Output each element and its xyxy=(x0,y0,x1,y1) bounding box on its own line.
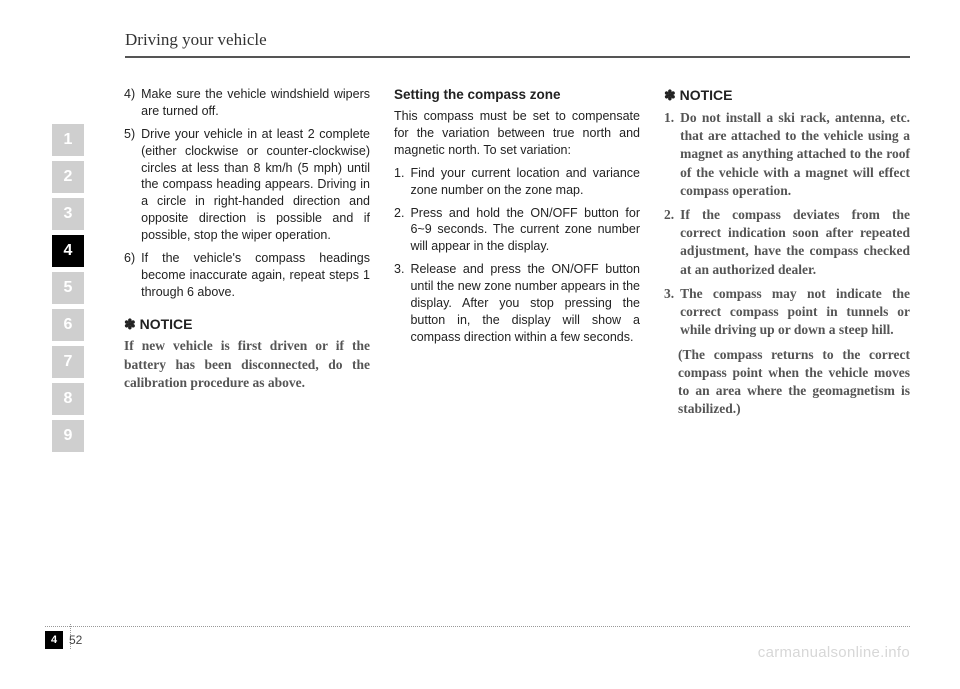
item-text: Drive your vehicle in at least 2 complet… xyxy=(141,126,370,244)
item-text: Find your current location and variance … xyxy=(410,165,640,199)
item-number: 2. xyxy=(394,205,404,256)
notice-paren: (The compass returns to the correct comp… xyxy=(664,346,910,419)
tab-7: 7 xyxy=(52,346,84,378)
tab-1: 1 xyxy=(52,124,84,156)
item-text: If the vehicle's compass headings become… xyxy=(141,250,370,301)
tab-6: 6 xyxy=(52,309,84,341)
chapter-tabs: 1 2 3 4 5 6 7 8 9 xyxy=(52,124,84,452)
subsection-heading: Setting the compass zone xyxy=(394,86,640,104)
item-text: Make sure the vehicle windshield wipers … xyxy=(141,86,370,120)
list-item: 6) If the vehicle's compass headings bec… xyxy=(124,250,370,301)
chapter-number: 4 xyxy=(45,631,63,649)
tab-9: 9 xyxy=(52,420,84,452)
list-item: 2. Press and hold the ON/OFF button for … xyxy=(394,205,640,256)
list-item: 3. Release and press the ON/OFF button u… xyxy=(394,261,640,345)
notice-heading: ✽ NOTICE xyxy=(664,86,910,105)
section-title: Driving your vehicle xyxy=(125,30,910,50)
item-number: 5) xyxy=(124,126,135,244)
list-item: 1. Do not install a ski rack, antenna, e… xyxy=(664,109,910,200)
page-number: 52 xyxy=(69,633,82,647)
item-number: 1. xyxy=(664,109,674,200)
tab-3: 3 xyxy=(52,198,84,230)
list-item: 1. Find your current location and varian… xyxy=(394,165,640,199)
list-item: 2. If the compass deviates from the corr… xyxy=(664,206,910,279)
tab-2: 2 xyxy=(52,161,84,193)
column-3: ✽ NOTICE 1. Do not install a ski rack, a… xyxy=(664,86,910,452)
dotted-rule xyxy=(45,626,910,627)
notice-text: If new vehicle is first driven or if the… xyxy=(124,337,370,392)
list-item: 3. The compass may not indicate the corr… xyxy=(664,285,910,340)
main: 1 2 3 4 5 6 7 8 9 4) Make sure the vehic… xyxy=(52,86,910,452)
header-rule xyxy=(125,56,910,58)
item-text: Do not install a ski rack, antenna, etc.… xyxy=(680,109,910,200)
columns: 4) Make sure the vehicle windshield wipe… xyxy=(124,86,910,452)
item-number: 1. xyxy=(394,165,404,199)
footer: 4 52 xyxy=(45,631,82,649)
tab-4: 4 xyxy=(52,235,84,267)
list-item: 4) Make sure the vehicle windshield wipe… xyxy=(124,86,370,120)
subsection-intro: This compass must be set to compensate f… xyxy=(394,108,640,159)
item-number: 4) xyxy=(124,86,135,120)
item-text: Press and hold the ON/OFF button for 6~9… xyxy=(410,205,640,256)
page: Driving your vehicle 1 2 3 4 5 6 7 8 9 4… xyxy=(0,0,960,689)
header: Driving your vehicle xyxy=(125,30,910,50)
item-number: 3. xyxy=(394,261,404,345)
watermark: carmanualsonline.info xyxy=(758,644,910,661)
item-number: 2. xyxy=(664,206,674,279)
col3-list: 1. Do not install a ski rack, antenna, e… xyxy=(664,109,910,340)
tab-8: 8 xyxy=(52,383,84,415)
item-number: 3. xyxy=(664,285,674,340)
list-item: 5) Drive your vehicle in at least 2 comp… xyxy=(124,126,370,244)
col1-list: 4) Make sure the vehicle windshield wipe… xyxy=(124,86,370,301)
item-text: If the compass deviates from the correct… xyxy=(680,206,910,279)
col2-list: 1. Find your current location and varian… xyxy=(394,165,640,346)
item-text: Release and press the ON/OFF button unti… xyxy=(410,261,640,345)
item-number: 6) xyxy=(124,250,135,301)
column-2: Setting the compass zone This compass mu… xyxy=(394,86,640,452)
item-text: The compass may not indicate the correct… xyxy=(680,285,910,340)
notice-heading: ✽ NOTICE xyxy=(124,315,370,334)
tab-5: 5 xyxy=(52,272,84,304)
column-1: 4) Make sure the vehicle windshield wipe… xyxy=(124,86,370,452)
